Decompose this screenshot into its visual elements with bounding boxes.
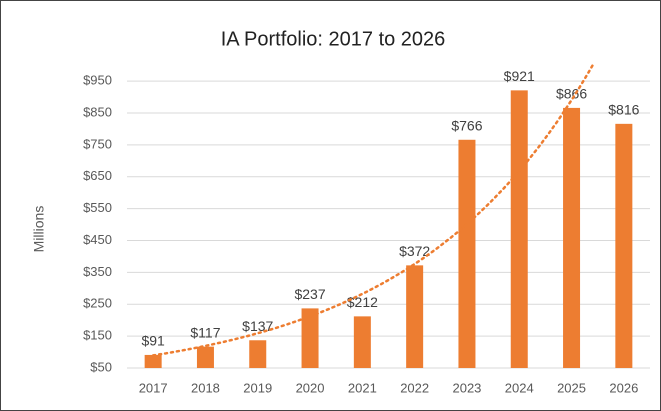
y-tick-label: $450 (83, 232, 112, 247)
bar (458, 139, 476, 368)
x-tick-label: 2019 (243, 380, 272, 395)
value-label: $117 (190, 324, 220, 340)
value-label: $237 (294, 286, 325, 302)
value-label: $91 (141, 333, 165, 349)
bar (144, 354, 162, 368)
bar (563, 107, 581, 369)
x-tick-label: 2022 (400, 380, 429, 395)
x-tick-label: 2020 (296, 380, 325, 395)
y-tick-label: $650 (83, 168, 112, 183)
x-tick-label: 2023 (452, 380, 481, 395)
trendline (151, 64, 594, 357)
value-label: $212 (347, 294, 378, 310)
bar (510, 90, 528, 369)
bar (406, 265, 424, 368)
value-label: $766 (451, 117, 482, 133)
bar (196, 346, 214, 368)
y-tick-label: $850 (83, 104, 112, 119)
y-tick-label: $550 (83, 200, 112, 215)
y-tick-label: $950 (83, 73, 112, 88)
value-label: $816 (608, 102, 639, 118)
bar (353, 316, 371, 368)
x-tick-label: 2018 (191, 380, 220, 395)
y-tick-label: $50 (90, 359, 112, 374)
value-label: $866 (556, 86, 587, 102)
x-tick-label: 2021 (348, 380, 377, 395)
y-tick-label: $150 (83, 328, 112, 343)
bar (249, 340, 267, 368)
x-tick-label: 2017 (139, 380, 168, 395)
value-label: $137 (242, 318, 273, 334)
y-tick-label: $750 (83, 136, 112, 151)
x-tick-label: 2024 (505, 380, 534, 395)
x-tick-label: 2026 (609, 380, 638, 395)
bar (615, 123, 633, 369)
value-label: $921 (504, 68, 535, 84)
value-label: $372 (399, 243, 430, 259)
y-tick-label: $350 (83, 264, 112, 279)
x-tick-label: 2025 (557, 380, 586, 395)
y-tick-label: $250 (83, 296, 112, 311)
bar (301, 308, 319, 368)
chart-title: IA Portfolio: 2017 to 2026 (221, 28, 446, 50)
y-axis-label: Millions (31, 206, 47, 253)
